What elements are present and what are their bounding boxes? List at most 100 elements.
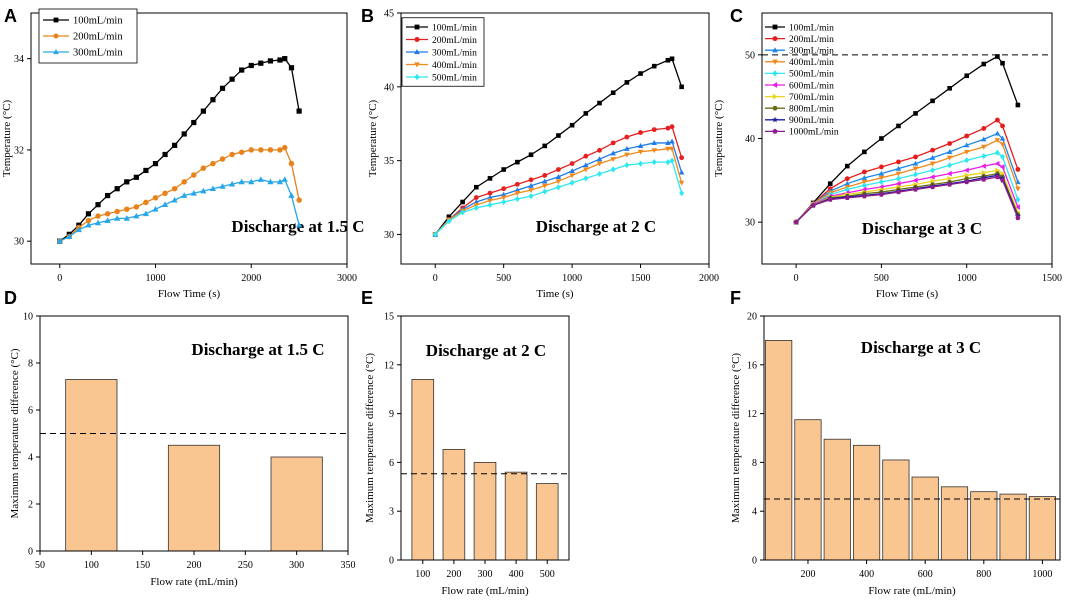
data-point [258, 60, 264, 66]
discharge-annotation: Discharge at 2 C [426, 341, 546, 360]
legend-marker [772, 59, 778, 65]
y-tick-label: 4 [28, 453, 33, 464]
data-point [596, 156, 603, 162]
data-point [123, 215, 130, 221]
data-point [1000, 60, 1005, 66]
data-point [569, 161, 575, 167]
data-point [665, 140, 671, 145]
data-point [994, 160, 1000, 167]
data-point [610, 90, 616, 96]
x-axis-label: Flow rate (mL/min) [150, 576, 238, 588]
data-point [669, 146, 675, 152]
data-point [296, 197, 302, 203]
data-point [624, 134, 630, 140]
data-point [995, 54, 1000, 59]
legend-marker [772, 24, 778, 30]
y-tick-label: 40 [745, 134, 755, 145]
y-axis-label: Maximum temperature difference (°C) [364, 353, 376, 523]
data-point [142, 210, 150, 217]
bar [270, 456, 323, 552]
bar [1028, 496, 1057, 561]
panel-letter: D [4, 288, 17, 308]
data-point [152, 195, 159, 201]
legend-marker [772, 70, 778, 77]
x-axis-label: Flow rate (mL/min) [868, 585, 956, 597]
data-point [555, 174, 562, 179]
data-point [827, 196, 833, 202]
data-point [678, 169, 685, 175]
discharge-annotation: Discharge at 1.5 C [191, 340, 324, 359]
discharge-annotation: Discharge at 2 C [536, 217, 656, 236]
data-point [844, 195, 850, 201]
discharge-annotation: Discharge at 3 C [861, 338, 981, 357]
data-point [895, 165, 902, 171]
panel-b-line-chart: 0 500 1000 1500 2000 30 35 40 45 Time (s) Temperat… [361, 6, 719, 300]
data-point [296, 221, 303, 228]
series-500ml-min [432, 157, 685, 238]
data-point [665, 159, 671, 166]
x-axis-label: Flow Time (s) [158, 288, 221, 300]
data-point [597, 100, 602, 106]
data-point [895, 189, 901, 195]
data-point [282, 144, 288, 151]
data-point [238, 178, 245, 185]
x-tick-label: 300 [289, 560, 304, 571]
legend-label: 800mL/min [789, 105, 834, 115]
x-tick-label: 350 [341, 560, 356, 571]
data-point [281, 176, 288, 182]
series-line [434, 148, 683, 235]
data-point [637, 149, 644, 155]
data-point [999, 164, 1005, 170]
series-100ml-min [432, 56, 684, 237]
y-tick-label: 40 [384, 82, 394, 93]
data-point [810, 202, 816, 208]
data-point [191, 172, 197, 178]
x-tick-label: 1000 [957, 273, 977, 284]
legend-label: 600mL/min [789, 81, 834, 91]
legend-label: 100mL/min [789, 23, 834, 33]
data-point [610, 140, 616, 146]
x-tick-label: 1000 [145, 273, 165, 284]
data-point [277, 57, 283, 63]
legend-marker [53, 33, 59, 39]
data-point [487, 194, 493, 200]
y-tick-label: 12 [747, 409, 757, 420]
legend: 100mL/min 200mL/min 300mL/min 400mL/min 500m… [401, 17, 485, 87]
data-point [844, 176, 850, 182]
panel-d-bar-chart: 50 100 150 200 250 300 350 0 2 4 6 8 10 Flow rate (mL… [4, 288, 356, 588]
data-point [446, 218, 452, 225]
data-point [555, 184, 561, 191]
bar [535, 483, 559, 561]
data-point [638, 71, 643, 76]
data-point [994, 174, 1000, 180]
data-point [238, 149, 245, 155]
data-point [964, 133, 970, 139]
data-point [500, 191, 507, 197]
data-point [248, 178, 255, 185]
bar [411, 379, 435, 561]
legend-marker [414, 36, 420, 43]
data-point [248, 147, 254, 153]
bar [794, 419, 822, 561]
y-tick-label: 9 [389, 409, 394, 420]
data-point [964, 73, 970, 79]
x-tick-label: 200 [187, 560, 202, 571]
y-tick-label: 2 [28, 500, 33, 511]
data-point [861, 169, 867, 175]
data-point [964, 179, 970, 185]
data-point [679, 155, 685, 161]
x-tick-label: 600 [918, 569, 933, 580]
data-point [210, 160, 216, 167]
data-point [143, 167, 149, 174]
data-point [200, 108, 206, 114]
x-tick-label: 0 [433, 273, 438, 284]
legend-label: 200mL/min [432, 36, 477, 46]
data-point [487, 190, 493, 196]
legend-marker [414, 62, 420, 68]
data-point [210, 97, 216, 103]
data-point [114, 186, 120, 192]
x-tick-label: 500 [540, 569, 555, 580]
bar [970, 491, 998, 561]
data-point [930, 184, 936, 190]
data-point [844, 180, 851, 186]
